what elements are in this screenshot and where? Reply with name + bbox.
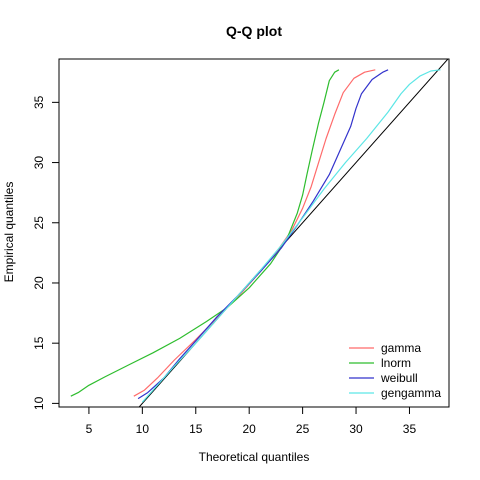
- x-axis-title: Theoretical quantiles: [199, 450, 310, 464]
- x-tick-label: 15: [189, 422, 203, 436]
- y-tick-label: 10: [32, 396, 46, 410]
- y-axis-title: Empirical quantiles: [2, 182, 16, 283]
- series-line-gengamma: [141, 69, 441, 403]
- legend-label-gamma: gamma: [381, 341, 421, 355]
- x-tick-label: 25: [296, 422, 310, 436]
- x-tick-label: 35: [403, 422, 417, 436]
- x-tick-label: 30: [349, 422, 363, 436]
- series-line-lnorm: [70, 69, 340, 397]
- x-tick-label: 20: [243, 422, 257, 436]
- y-tick-label: 30: [32, 156, 46, 170]
- y-tick-label: 35: [32, 95, 46, 109]
- legend-label-lnorm: lnorm: [381, 356, 411, 370]
- legend-label-weibull: weibull: [380, 371, 418, 385]
- chart-title: Q-Q plot: [226, 23, 282, 39]
- x-tick-label: 10: [136, 422, 150, 436]
- series-line-gamma: [133, 69, 376, 397]
- x-axis: 5 10 15 20 25 30 35: [86, 407, 417, 436]
- y-axis: 10 15 20 25 30 35: [32, 95, 59, 410]
- series-layer: [70, 69, 441, 403]
- legend-label-gengamma: gengamma: [381, 386, 441, 400]
- plot-frame: [58, 58, 450, 408]
- y-tick-label: 25: [32, 216, 46, 230]
- y-tick-label: 15: [32, 336, 46, 350]
- y-tick-label: 20: [32, 276, 46, 290]
- x-tick-label: 5: [86, 422, 93, 436]
